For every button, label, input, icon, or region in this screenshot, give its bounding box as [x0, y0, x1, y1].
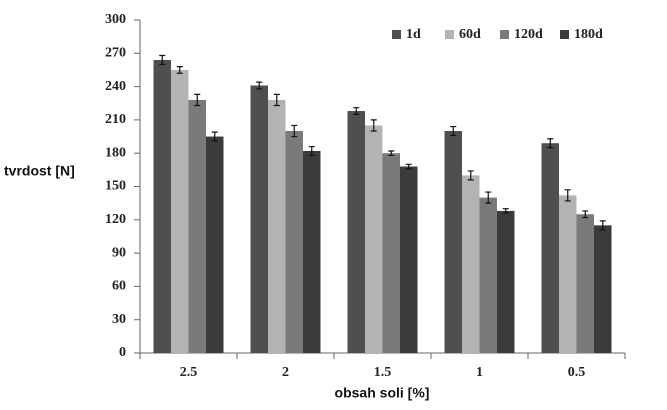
- bar: [188, 99, 206, 353]
- y-tick-label: 0: [119, 345, 126, 360]
- error-bar: [599, 220, 606, 231]
- error-bar: [467, 170, 474, 181]
- error-bar: [176, 66, 183, 74]
- x-tick-label: 0.5: [568, 365, 586, 380]
- bar: [153, 59, 171, 354]
- error-bar: [194, 93, 201, 107]
- error-bar: [502, 208, 509, 214]
- bar: [594, 225, 612, 353]
- bar: [576, 214, 594, 353]
- bar: [559, 195, 577, 353]
- x-axis-label: obsah soli [%]: [335, 385, 430, 401]
- y-tick-label: 210: [105, 112, 126, 127]
- error-bar: [256, 81, 263, 90]
- legend-label: 180d: [574, 27, 603, 42]
- bar: [365, 125, 383, 353]
- y-tick-label: 60: [112, 279, 126, 294]
- legend-label: 120d: [514, 27, 543, 42]
- x-tick-label: 1.5: [374, 365, 392, 380]
- y-tick-label: 120: [105, 212, 126, 227]
- bar: [479, 197, 497, 353]
- bar: [541, 143, 559, 353]
- error-bar: [405, 163, 412, 170]
- error-bar: [211, 131, 218, 142]
- error-bar: [291, 124, 298, 138]
- legend-swatch: [392, 30, 401, 39]
- y-tick-label: 240: [105, 79, 126, 94]
- error-bar: [273, 93, 280, 107]
- bar: [444, 131, 462, 353]
- bar: [206, 136, 224, 353]
- error-bar: [308, 145, 315, 157]
- bar: [285, 131, 303, 353]
- x-tick-label: 1: [476, 365, 483, 380]
- y-tick-label: 270: [105, 46, 126, 61]
- x-tick-label: 2.5: [180, 365, 198, 380]
- error-bar: [159, 54, 166, 65]
- y-tick-label: 150: [105, 179, 126, 194]
- bar: [382, 153, 400, 353]
- bar: [250, 85, 268, 354]
- y-axis-label: tvrdost [N]: [4, 163, 75, 179]
- y-tick-label: 180: [105, 145, 126, 160]
- error-bar: [450, 125, 457, 137]
- legend-swatch: [500, 30, 509, 39]
- bar: [400, 166, 418, 353]
- legend-swatch: [560, 30, 569, 39]
- error-bar: [388, 150, 395, 157]
- y-tick-label: 30: [112, 312, 126, 327]
- legend-swatch: [445, 30, 454, 39]
- x-tick-label: 2: [282, 365, 289, 380]
- error-bar: [485, 191, 492, 204]
- legend-label: 60d: [459, 27, 481, 42]
- bar: [171, 69, 189, 353]
- error-bar: [353, 107, 360, 115]
- bar: [268, 99, 286, 353]
- error-bar: [582, 210, 589, 219]
- bar: [462, 175, 480, 353]
- legend-label: 1d: [406, 27, 421, 42]
- y-tick-label: 90: [112, 245, 126, 260]
- bar: [303, 150, 321, 353]
- bar: [497, 210, 515, 353]
- error-bar: [370, 119, 377, 132]
- error-bar: [547, 138, 554, 149]
- bar: [347, 111, 365, 354]
- error-bar: [564, 189, 571, 202]
- y-tick-label: 300: [105, 12, 126, 27]
